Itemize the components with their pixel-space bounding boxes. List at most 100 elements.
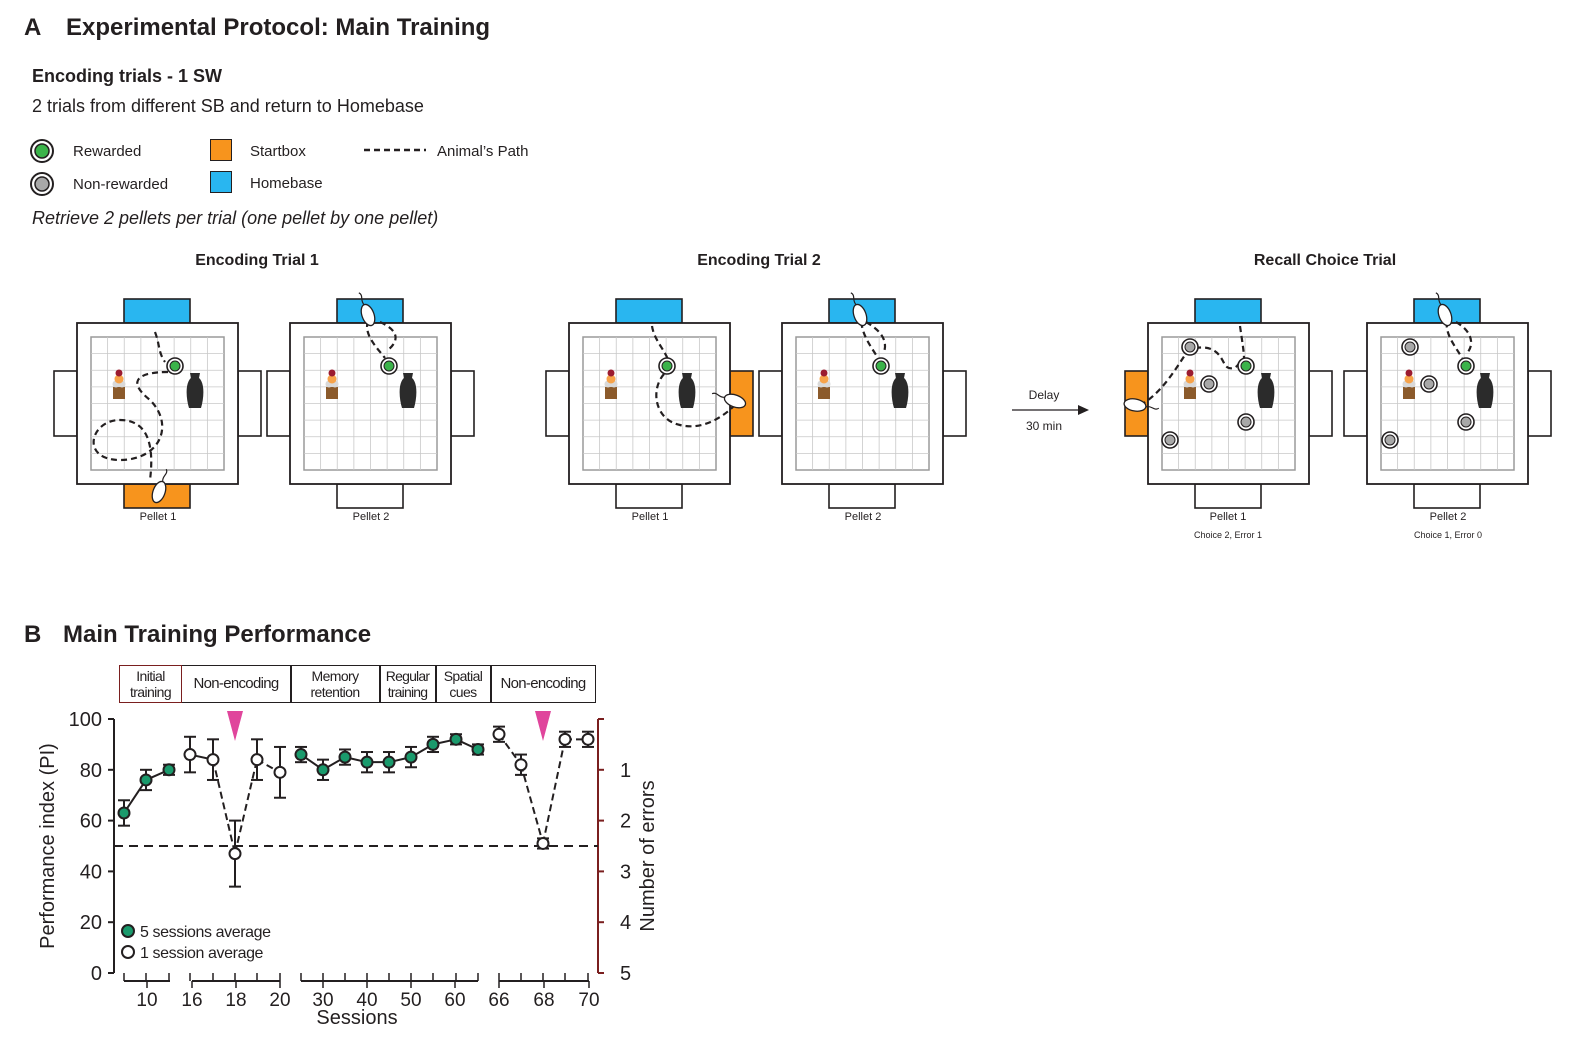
- series-line: [520, 764, 544, 844]
- data-point-1-session: [558, 732, 572, 746]
- data-point-1-session: [250, 753, 264, 767]
- cupcake-cue-icon: [325, 369, 339, 399]
- arena-5-label: Pellet 1: [1209, 511, 1247, 523]
- side-box: [615, 483, 683, 509]
- arena-2-label: Pellet 2: [352, 511, 390, 523]
- data-point-1-session: [514, 758, 528, 772]
- arena-4-label: Pellet 2: [844, 511, 882, 523]
- legend-non-rewarded-label: Non-rewarded: [73, 176, 169, 193]
- rewarded-well-icon: [872, 357, 890, 375]
- series-line: [234, 759, 258, 854]
- arena-3: [545, 298, 754, 509]
- rat-icon: [151, 468, 168, 504]
- delay-label: Delay: [1028, 388, 1060, 402]
- x-tick-label: 70: [578, 990, 599, 1011]
- panel-a-letter: A: [24, 14, 42, 41]
- data-point-1-session: [206, 753, 220, 767]
- x-tick-label: 18: [225, 990, 246, 1011]
- non-rewarded-well-icon: [1161, 431, 1179, 449]
- path-line-icon: [364, 148, 426, 152]
- encoding-heading: Encoding trials - 1 SW: [32, 66, 223, 86]
- rat-icon: [1435, 292, 1453, 327]
- delay-arrow-icon: [1012, 405, 1089, 415]
- x-tick-label: 50: [400, 990, 421, 1011]
- legend-rewarded-label: Rewarded: [73, 143, 142, 160]
- animal-path: [1139, 325, 1246, 406]
- non-rewarded-well-icon: [1401, 338, 1419, 356]
- x-tick-label: 10: [136, 990, 157, 1011]
- non-rewarded-well-icon: [1420, 375, 1438, 393]
- legend-homebase-label: Homebase: [250, 175, 323, 192]
- arena-2: [266, 292, 475, 509]
- arena-diagrams: [53, 292, 1552, 509]
- non-rewarded-well-icon: [1457, 413, 1475, 431]
- rewarded-well-icon: [658, 357, 676, 375]
- side-box: [1308, 370, 1333, 437]
- series-line: [212, 759, 236, 854]
- x-axis-title: Sessions: [316, 1007, 397, 1029]
- rat-icon: [850, 292, 868, 327]
- arena-1-label: Pellet 1: [139, 511, 177, 523]
- non-rewarded-well-icon: [1237, 413, 1255, 431]
- data-point-5-session: [139, 773, 153, 787]
- cupcake-cue-icon: [1183, 369, 1197, 399]
- non-encoding-marker-icon: [535, 711, 551, 741]
- y2-tick-label: 4: [620, 912, 631, 934]
- data-point-5-session: [117, 806, 131, 820]
- vase-cue-icon: [1257, 373, 1275, 408]
- side-box: [1527, 370, 1552, 437]
- panel-a-title: Experimental Protocol: Main Training: [66, 14, 491, 41]
- trial-title-recall: Recall Choice Trial: [1253, 252, 1397, 269]
- side-box: [758, 370, 783, 437]
- y-tick-label: 100: [69, 709, 102, 731]
- y2-tick-label: 3: [620, 861, 631, 883]
- vase-cue-icon: [891, 373, 909, 408]
- side-box: [1194, 483, 1262, 509]
- arena-1: [53, 298, 262, 509]
- encoding-description: 2 trials from different SB and return to…: [32, 96, 424, 116]
- side-box: [545, 370, 570, 437]
- vase-cue-icon: [399, 373, 417, 408]
- y-tick-label: 0: [91, 963, 102, 985]
- startbox-swatch: [210, 139, 232, 161]
- phase-divider: [490, 665, 492, 703]
- y2-tick-label: 2: [620, 811, 631, 833]
- performance-chart: 0 20 40 60 80 100 1 2 3 4 5 10 16 18 20 30 40 50 60 66 68 70 S…: [37, 709, 659, 1029]
- cupcake-cue-icon: [604, 369, 618, 399]
- cupcake-cue-icon: [817, 369, 831, 399]
- y-tick-label: 80: [80, 760, 102, 782]
- homebase-box: [615, 298, 683, 324]
- data-point-5-session: [426, 737, 440, 751]
- phase-divider: [379, 665, 381, 703]
- phase-memory-retention: Memory retention: [310, 668, 360, 700]
- non-rewarded-well-icon: [1381, 431, 1399, 449]
- trial-title-encoding-2: Encoding Trial 2: [697, 252, 821, 269]
- rewarded-well-icon: [1237, 357, 1255, 375]
- vase-cue-icon: [186, 373, 204, 408]
- data-point-1-session: [183, 748, 197, 762]
- legend-marker: [121, 924, 135, 938]
- phase-spatial-cues: Spatial cues: [443, 668, 483, 700]
- y2-axis-title: Number of errors: [637, 780, 659, 931]
- arena-6-label: Pellet 2: [1429, 511, 1467, 523]
- homebase-swatch: [210, 171, 232, 193]
- rewarded-well-icon: [166, 357, 184, 375]
- panel-b-letter: B: [24, 621, 42, 648]
- arena-5: [1123, 298, 1333, 509]
- rewarded-well-icon: [1457, 357, 1475, 375]
- legend-path-label: Animal’s Path: [437, 143, 529, 160]
- panel-b-title: Main Training Performance: [63, 621, 372, 648]
- x-tick-label: 66: [488, 990, 509, 1011]
- arena-3-label: Pellet 1: [631, 511, 669, 523]
- arena-4: [758, 292, 967, 509]
- rat-icon: [711, 392, 747, 409]
- retrieve-note: Retrieve 2 pellets per trial (one pellet…: [32, 208, 439, 228]
- side-box: [266, 370, 291, 437]
- y-tick-label: 60: [80, 811, 102, 833]
- side-box: [53, 370, 78, 437]
- homebase-box: [123, 298, 191, 324]
- phase-divider: [290, 665, 292, 703]
- rat-icon: [1123, 398, 1160, 412]
- y-tick-label: 40: [80, 861, 102, 883]
- legend-marker: [121, 945, 135, 959]
